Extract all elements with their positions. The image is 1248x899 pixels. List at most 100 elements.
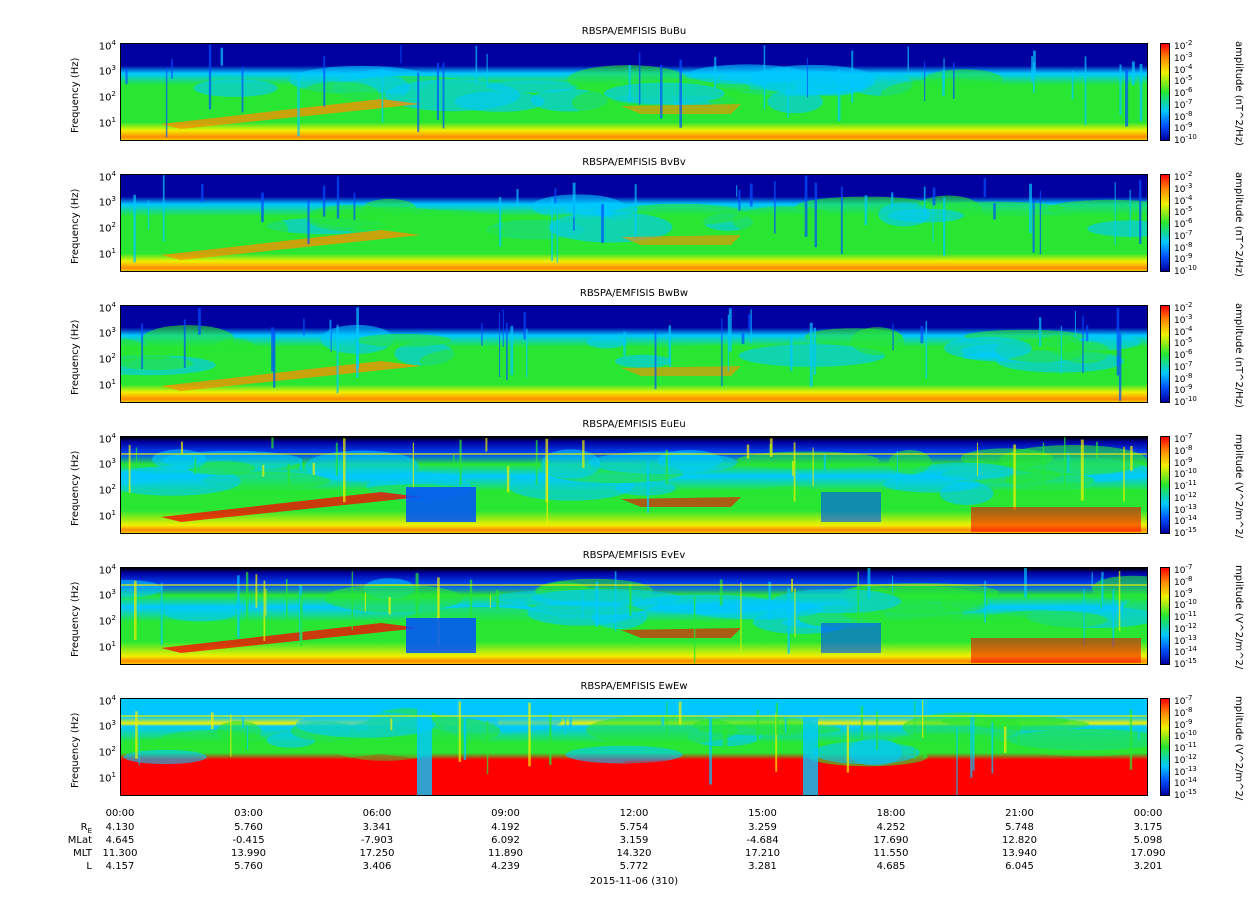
emission-spike xyxy=(784,705,787,733)
emission-spike xyxy=(634,184,637,238)
emission-spike xyxy=(983,178,986,198)
emission-blob xyxy=(892,732,1000,749)
colorbar-tick-label: 10-10 xyxy=(1174,729,1197,743)
colorbar-tick-label: 10-7 xyxy=(1174,359,1193,373)
emission-blob xyxy=(300,81,380,108)
emission-spike xyxy=(297,72,300,137)
emission-spike xyxy=(925,321,928,379)
emission-spike xyxy=(463,715,466,744)
emission-spike xyxy=(768,581,772,620)
emission-blob xyxy=(732,206,840,236)
emission-blob xyxy=(850,223,948,239)
emission-spike xyxy=(1042,442,1045,503)
emission-spike xyxy=(1130,445,1133,471)
colorbar-tick-label: 10-14 xyxy=(1174,514,1197,528)
emission-spike xyxy=(932,187,936,206)
ephemeris-value: 14.320 xyxy=(616,848,652,859)
emission-spike xyxy=(551,198,554,261)
emission-spike xyxy=(300,594,303,647)
emission-blob xyxy=(121,356,193,371)
emission-spike xyxy=(1039,190,1042,255)
emission-spike xyxy=(486,720,489,775)
colorbar-label: mplitude (V^2/m^2/ xyxy=(1233,696,1244,801)
quiet-region xyxy=(406,618,476,653)
panel-title: RBSPA/EMFISIS EuEu xyxy=(582,419,686,430)
emission-spike xyxy=(255,574,258,608)
spectrogram-svg xyxy=(121,175,1147,271)
emission-spike xyxy=(756,709,760,744)
colorbar-tick-label: 10-4 xyxy=(1174,324,1193,338)
emission-spike xyxy=(201,183,204,202)
emission-blob xyxy=(767,89,823,114)
colorbar-tick-label: 10-3 xyxy=(1174,50,1193,64)
emission-spike xyxy=(230,714,232,757)
emission-spike xyxy=(133,194,136,263)
emission-spike xyxy=(896,450,898,491)
colorbar-tick-label: 10-7 xyxy=(1174,432,1193,445)
colorbar-tick-label: 10-15 xyxy=(1174,526,1197,539)
emission-spike xyxy=(623,331,626,356)
emission-spike xyxy=(1138,724,1140,741)
emission-blob xyxy=(850,327,905,356)
emission-spike xyxy=(727,314,729,372)
colorbar-tick-label: 10-5 xyxy=(1174,74,1193,88)
data-gap xyxy=(803,699,818,795)
emission-spike xyxy=(1031,56,1033,83)
emission-spike xyxy=(991,721,994,774)
emission-blob xyxy=(982,610,1108,630)
ephemeris-value: 4.252 xyxy=(876,822,906,833)
quiet-region xyxy=(821,623,881,653)
colorbar-tick-label: 10-13 xyxy=(1174,502,1197,516)
emission-blob xyxy=(123,749,207,765)
emission-spike xyxy=(1116,308,1120,376)
emission-blob xyxy=(999,444,1147,476)
emission-spike xyxy=(738,189,741,211)
emission-spike xyxy=(499,197,502,247)
ephemeris-value: 11.890 xyxy=(488,848,523,859)
emission-spike xyxy=(794,588,796,638)
emission-spike xyxy=(556,202,559,264)
emission-blob xyxy=(541,449,601,479)
y-tick-label: 102 xyxy=(98,90,116,104)
emission-spike xyxy=(891,192,894,207)
emission-spike xyxy=(857,571,860,639)
ephemeris-value: 5.772 xyxy=(619,861,649,872)
emission-blob xyxy=(688,64,807,85)
emission-spike xyxy=(237,575,240,638)
colorbar-tick-label: 10-8 xyxy=(1174,371,1193,385)
emission-spike xyxy=(806,57,808,98)
emission-blob xyxy=(548,211,673,243)
colorbar-tick-label: 10-7 xyxy=(1174,228,1193,242)
quiet-region xyxy=(406,487,476,522)
y-tick-label: 103 xyxy=(98,195,116,209)
emission-spike xyxy=(837,68,841,122)
y-tick-label: 102 xyxy=(98,352,116,366)
low-freq-region xyxy=(971,638,1141,663)
colorbar xyxy=(1160,174,1170,272)
emission-spike xyxy=(1114,182,1116,246)
emission-spike xyxy=(1082,315,1084,374)
chorus-streak xyxy=(161,492,421,522)
colorbar-tick-label: 10-10 xyxy=(1174,598,1197,612)
colorbar xyxy=(1160,436,1170,534)
emission-spike xyxy=(138,725,140,766)
y-tick-label: 101 xyxy=(98,509,116,523)
emission-spike xyxy=(1101,572,1104,603)
emission-spike xyxy=(763,45,766,110)
colorbar-label: amplitude (nT^2/Hz) xyxy=(1233,303,1244,408)
colorbar-tick-label: 10-11 xyxy=(1174,741,1197,754)
emission-spike xyxy=(1095,441,1098,459)
emission-spike xyxy=(134,580,137,640)
ephemeris-value: 13.990 xyxy=(231,848,266,859)
colorbar xyxy=(1160,305,1170,403)
spectrogram-svg xyxy=(121,699,1147,795)
emission-blob xyxy=(187,461,256,475)
colorbar-tick-label: 10-13 xyxy=(1174,764,1197,778)
emission-blob xyxy=(586,336,627,349)
colorbar-tick-label: 10-12 xyxy=(1174,752,1197,766)
emission-spike xyxy=(976,442,979,477)
emission-spike xyxy=(516,189,519,206)
y-tick-label: 102 xyxy=(98,745,116,759)
emission-spike xyxy=(876,711,879,751)
emission-spike xyxy=(721,318,723,387)
